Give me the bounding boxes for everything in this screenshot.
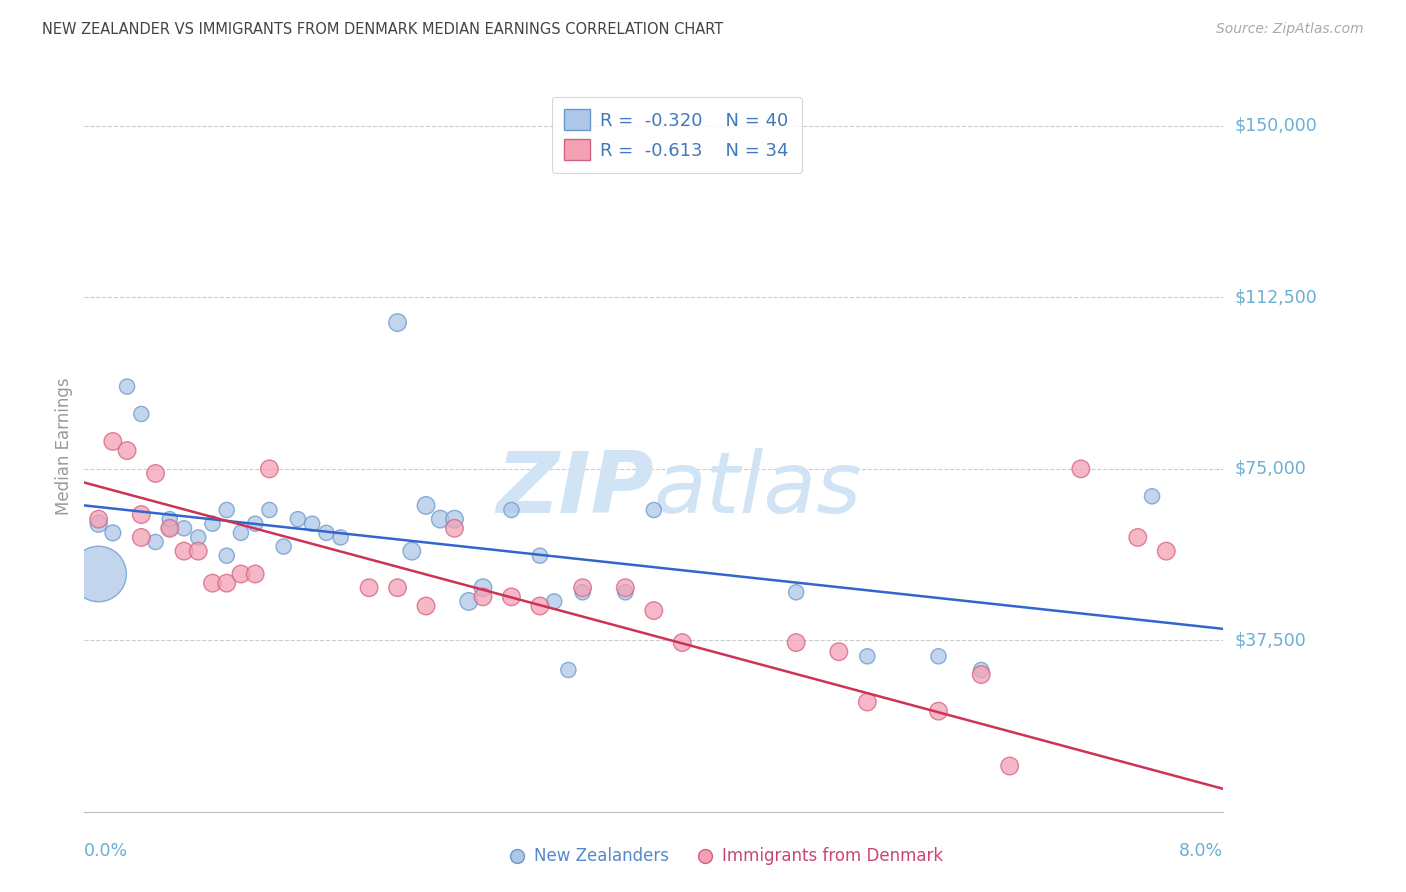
Text: 8.0%: 8.0% xyxy=(1180,842,1223,860)
Point xyxy=(1140,489,1163,503)
Point xyxy=(387,316,409,330)
Point xyxy=(159,521,181,535)
Point xyxy=(115,379,138,393)
Point xyxy=(472,581,495,595)
Point xyxy=(301,516,323,531)
Point xyxy=(87,512,110,526)
Point xyxy=(173,544,195,558)
Point xyxy=(501,590,523,604)
Point xyxy=(173,521,195,535)
Text: ZIP: ZIP xyxy=(496,449,654,532)
Point xyxy=(287,512,309,526)
Point xyxy=(529,549,551,563)
Point xyxy=(201,516,224,531)
Text: Immigrants from Denmark: Immigrants from Denmark xyxy=(723,847,943,864)
Point xyxy=(856,649,879,664)
Point xyxy=(245,516,267,531)
Point xyxy=(245,567,267,582)
Text: NEW ZEALANDER VS IMMIGRANTS FROM DENMARK MEDIAN EARNINGS CORRELATION CHART: NEW ZEALANDER VS IMMIGRANTS FROM DENMARK… xyxy=(42,22,724,37)
Point xyxy=(201,576,224,591)
Point xyxy=(401,544,423,558)
Text: atlas: atlas xyxy=(654,449,862,532)
Text: $75,000: $75,000 xyxy=(1234,460,1306,478)
Point xyxy=(557,663,579,677)
Point xyxy=(970,667,993,681)
Point xyxy=(387,581,409,595)
Point xyxy=(259,503,281,517)
Point xyxy=(571,581,593,595)
Text: Source: ZipAtlas.com: Source: ZipAtlas.com xyxy=(1216,22,1364,37)
Point xyxy=(529,599,551,613)
Point xyxy=(998,759,1021,773)
Y-axis label: Median Earnings: Median Earnings xyxy=(55,377,73,515)
Point xyxy=(359,581,381,595)
Point xyxy=(115,443,138,458)
Point xyxy=(229,567,252,582)
Point xyxy=(671,635,693,649)
Point xyxy=(928,704,950,718)
Point xyxy=(614,585,637,599)
Point xyxy=(215,503,238,517)
Point xyxy=(229,525,252,540)
Point xyxy=(329,530,352,544)
Point xyxy=(187,544,209,558)
Point xyxy=(187,530,209,544)
Point xyxy=(429,512,451,526)
Text: $37,500: $37,500 xyxy=(1234,632,1306,649)
Point xyxy=(1126,530,1149,544)
Point xyxy=(614,581,637,595)
Point xyxy=(273,540,295,554)
Point xyxy=(131,508,153,522)
Point xyxy=(415,499,437,513)
Point xyxy=(472,590,495,604)
Point xyxy=(145,535,167,549)
Point xyxy=(101,434,124,449)
Point xyxy=(970,663,993,677)
Point xyxy=(215,576,238,591)
Text: New Zealanders: New Zealanders xyxy=(534,847,669,864)
Text: $112,500: $112,500 xyxy=(1234,288,1317,307)
Point xyxy=(145,467,167,481)
Point xyxy=(131,407,153,421)
Point xyxy=(215,549,238,563)
Point xyxy=(101,525,124,540)
Point xyxy=(785,585,807,599)
Point xyxy=(828,645,851,659)
Point xyxy=(457,594,479,608)
Point xyxy=(443,521,465,535)
Point xyxy=(159,521,181,535)
Point xyxy=(643,503,665,517)
Point xyxy=(571,585,593,599)
Point xyxy=(159,512,181,526)
Point xyxy=(315,525,337,540)
Point xyxy=(259,462,281,476)
Point xyxy=(856,695,879,709)
Point xyxy=(643,603,665,617)
Point xyxy=(1070,462,1092,476)
Point xyxy=(131,530,153,544)
Point xyxy=(501,503,523,517)
Point xyxy=(87,567,110,582)
Text: $150,000: $150,000 xyxy=(1234,117,1317,135)
Point xyxy=(1156,544,1178,558)
Point xyxy=(443,512,465,526)
Text: 0.0%: 0.0% xyxy=(84,842,128,860)
Point xyxy=(785,635,807,649)
Point xyxy=(87,516,110,531)
Point xyxy=(928,649,950,664)
Point xyxy=(415,599,437,613)
Legend: R =  -0.320    N = 40, R =  -0.613    N = 34: R = -0.320 N = 40, R = -0.613 N = 34 xyxy=(551,96,801,173)
Point xyxy=(543,594,565,608)
